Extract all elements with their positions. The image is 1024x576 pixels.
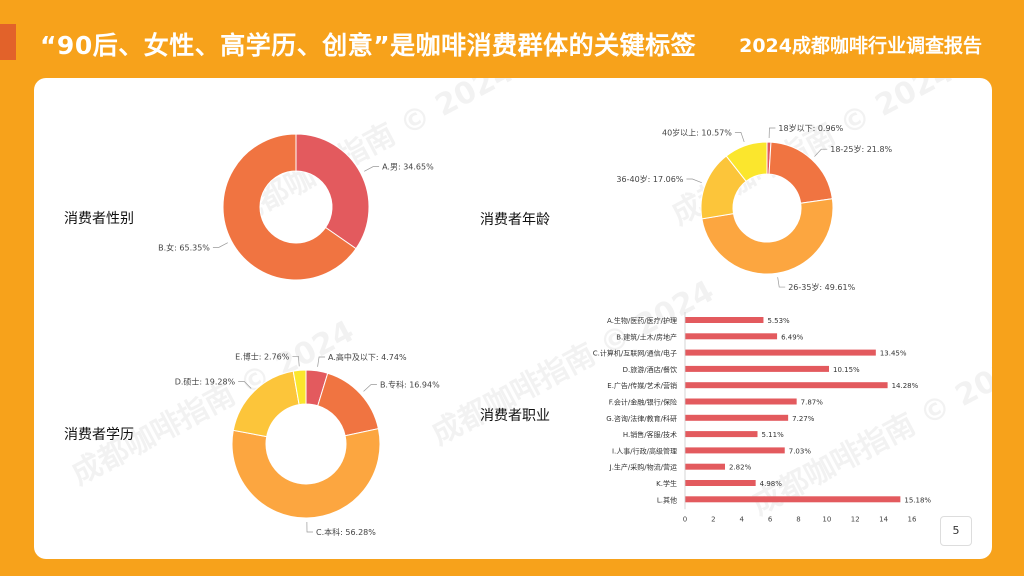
education-leader-line (317, 356, 326, 367)
occupation-category-label: A.生物/医药/医疗/护理 (607, 316, 677, 325)
education-slice (317, 372, 379, 437)
occupation-value-label: 13.45% (880, 350, 907, 358)
education-data-label: D.硕士: 19.28% (175, 376, 236, 386)
education-slice (292, 369, 307, 406)
occupation-x-tick-label: 12 (851, 515, 860, 523)
gender-data-label: A.男: 34.65% (382, 163, 434, 172)
occupation-x-tick-label: 10 (822, 515, 831, 523)
occupation-bar (685, 317, 764, 323)
occupation-bar (685, 414, 789, 421)
occupation-value-label: 2.82% (729, 464, 752, 472)
occupation-value-label: 5.53% (767, 317, 790, 325)
occupation-value-label: 7.03% (789, 447, 812, 455)
education-section-label: 消费者学历 (64, 427, 134, 443)
occupation-bar (685, 349, 876, 356)
occupation-category-label: F.会计/金融/银行/保险 (609, 398, 677, 407)
occupation-category-label: K.学生 (656, 479, 677, 488)
occupation-value-label: 7.87% (801, 399, 824, 407)
occupation-bar (685, 365, 830, 372)
occupation-category-label: D.旅游/酒店/餐饮 (623, 365, 677, 374)
education-data-label: B.专科: 16.94% (380, 380, 440, 390)
occupation-value-label: 7.27% (792, 415, 815, 423)
age-section-label: 消费者年龄 (480, 212, 550, 228)
education-slice (232, 370, 300, 438)
age-slice (701, 198, 834, 275)
age-data-label: 18-25岁: 21.8% (830, 144, 892, 154)
report-name: 2024成都咖啡行业调查报告 (739, 35, 982, 57)
age-slice (768, 141, 833, 204)
education-leader-line (363, 384, 377, 392)
occupation-category-label: I.人事/行政/高级管理 (612, 446, 677, 455)
gender-data-label: B.女: 65.35% (158, 242, 210, 252)
gender-leader-line (364, 166, 380, 172)
charts-canvas: A.男: 34.65% B.女: 65.35% 18岁以下: 0.96% 18-25岁… (158, 123, 931, 537)
age-data-label: 36-40岁: 17.06% (616, 174, 683, 184)
education-data-label: E.博士: 2.76% (235, 351, 290, 361)
age-data-label: 26-35岁: 49.61% (788, 282, 855, 292)
education-leader-line (238, 381, 252, 389)
occupation-value-label: 5.11% (761, 431, 784, 439)
occupation-x-tick-label: 14 (879, 515, 888, 523)
occupation-section-label: 消费者职业 (480, 408, 550, 424)
occupation-value-label: 14.28% (892, 382, 919, 390)
age-leader-line (777, 277, 786, 288)
occupation-value-label: 6.49% (781, 333, 804, 341)
occupation-bar (685, 496, 901, 503)
content-card: 成都咖啡指南 © 2024 成都咖啡指南 © 2024 成都咖啡指南 © 202… (34, 78, 992, 559)
age-data-label: 40岁以上: 10.57% (662, 127, 732, 137)
gender-section-label: 消费者性别 (64, 211, 134, 227)
occupation-bar (685, 398, 797, 405)
occupation-bar (685, 431, 758, 438)
education-leader-line (292, 355, 300, 367)
occupation-x-tick-label: 8 (796, 515, 800, 523)
age-data-label: 18岁以下: 0.96% (778, 123, 843, 133)
occupation-category-label: C.计算机/互联网/通信/电子 (593, 349, 677, 358)
occupation-x-tick-label: 2 (711, 515, 715, 523)
occupation-bar (685, 480, 756, 486)
age-leader-line (768, 127, 776, 139)
occupation-x-tick-label: 4 (740, 515, 745, 523)
page-number: 5 (940, 516, 972, 546)
occupation-category-label: J.生产/采购/物流/营运 (609, 463, 677, 472)
occupation-category-label: H.销售/客服/技术 (623, 430, 677, 439)
occupation-bar (685, 333, 778, 340)
education-data-label: C.本科: 56.28% (316, 527, 376, 537)
age-leader-line (734, 132, 745, 142)
gender-slice (222, 133, 357, 281)
occupation-category-label: G.咨询/法律/教育/科研 (606, 414, 677, 423)
age-leader-line (686, 178, 702, 183)
occupation-x-tick-label: 0 (683, 515, 687, 523)
occupation-bar (685, 447, 785, 454)
gender-leader-line (212, 242, 228, 248)
occupation-value-label: 15.18% (904, 496, 931, 504)
age-slice (725, 141, 768, 182)
occupation-category-label: L.其他 (657, 495, 677, 504)
occupation-x-tick-label: 16 (908, 515, 917, 523)
education-data-label: A.高中及以下: 4.74% (328, 352, 407, 362)
page-title: “90后、女性、高学历、创意”是咖啡消费群体的关键标签 (40, 31, 697, 60)
occupation-x-tick-label: 6 (768, 515, 773, 523)
occupation-category-label: E.广告/传媒/艺术/营销 (607, 381, 677, 390)
occupation-bar (685, 463, 726, 470)
gender-slice (295, 133, 370, 250)
occupation-value-label: 4.98% (760, 480, 783, 488)
occupation-value-label: 10.15% (833, 366, 860, 374)
occupation-bar (685, 382, 888, 389)
age-leader-line (814, 148, 828, 157)
header-accent-bar (0, 24, 16, 60)
occupation-category-label: B.建筑/土木/房地产 (616, 332, 677, 341)
education-leader-line (306, 521, 313, 533)
education-slice (231, 428, 381, 519)
